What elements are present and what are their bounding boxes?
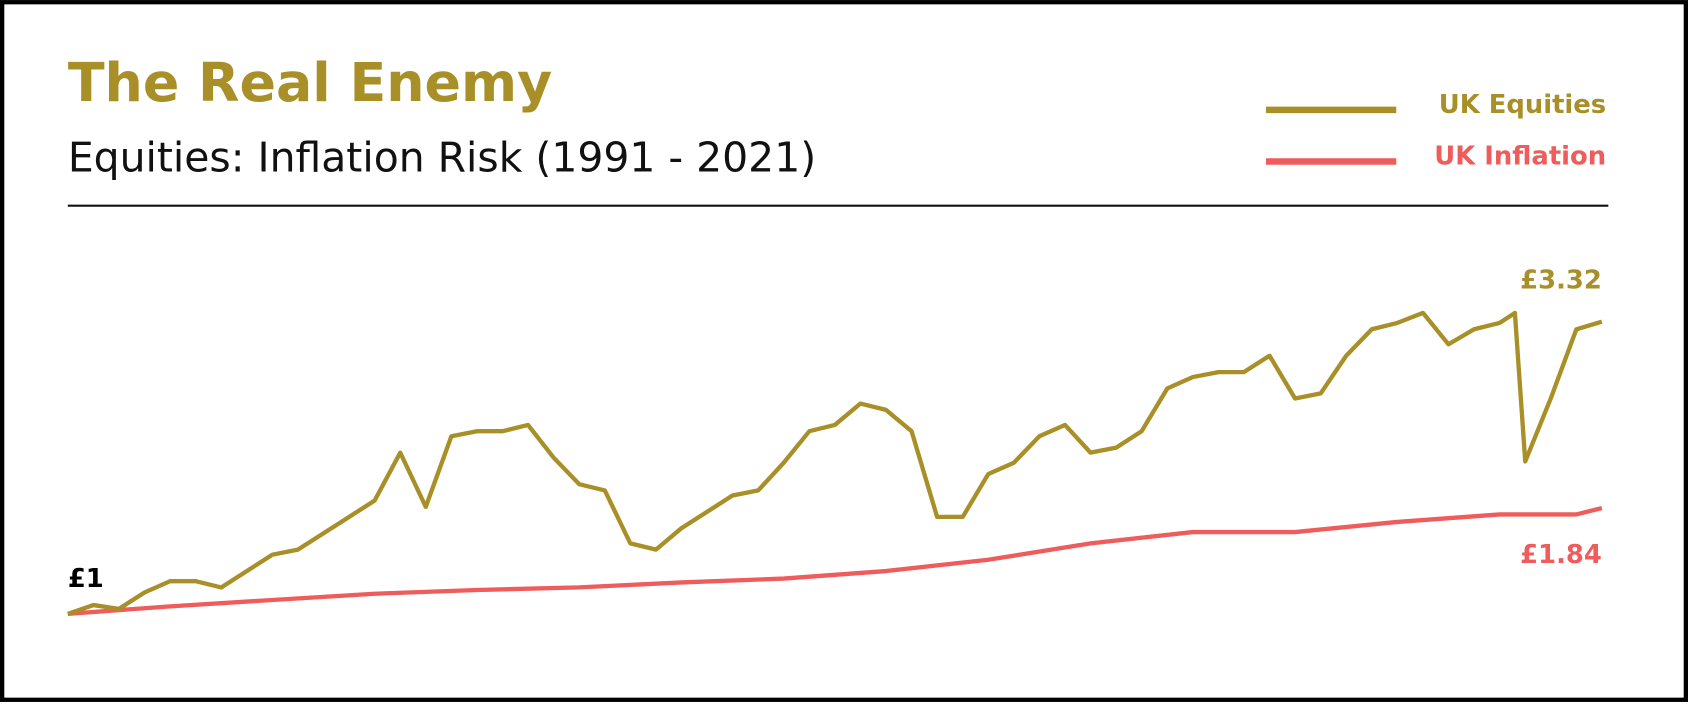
annotation: £1 — [68, 564, 104, 594]
annotation: £1.84 — [1520, 540, 1602, 570]
chart-subtitle: Equities: Inflation Risk (1991 - 2021) — [68, 133, 816, 181]
series-line — [67, 505, 1603, 617]
annotation: £3.32 — [1520, 265, 1602, 295]
chart-title: The Real Enemy — [68, 51, 552, 114]
legend-label: UK Inflation — [1434, 142, 1606, 172]
series-line — [67, 310, 1603, 616]
legend-label: UK Equities — [1439, 90, 1606, 120]
